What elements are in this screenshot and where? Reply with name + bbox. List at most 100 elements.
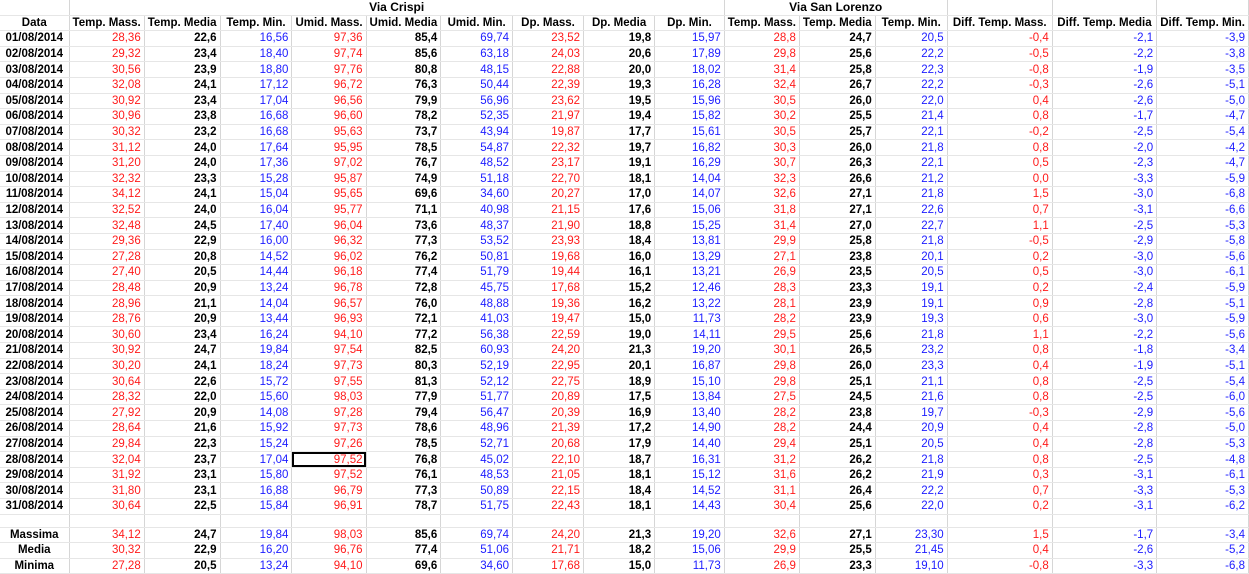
date-cell[interactable]: 08/08/2014 bbox=[0, 139, 70, 156]
value-cell[interactable]: 13,44 bbox=[220, 311, 293, 328]
value-cell[interactable]: 18,9 bbox=[583, 373, 656, 390]
value-cell[interactable]: -2,4 bbox=[1052, 280, 1158, 297]
value-cell[interactable]: 22,5 bbox=[144, 498, 221, 515]
date-cell[interactable]: 14/08/2014 bbox=[0, 233, 70, 250]
value-cell[interactable]: 30,1 bbox=[724, 342, 800, 359]
value-cell[interactable]: 23,5 bbox=[799, 264, 876, 281]
value-cell[interactable]: -2,5 bbox=[1052, 124, 1158, 141]
value-cell[interactable]: -3,1 bbox=[1052, 498, 1158, 515]
value-cell[interactable]: -2,8 bbox=[1052, 295, 1158, 312]
summary-cell[interactable]: 13,24 bbox=[220, 558, 293, 574]
value-cell[interactable]: 16,24 bbox=[220, 326, 293, 344]
value-cell[interactable]: 97,26 bbox=[291, 436, 367, 453]
value-cell[interactable]: 19,3 bbox=[875, 311, 948, 328]
value-cell[interactable]: 0,2 bbox=[947, 280, 1053, 297]
column-header[interactable]: Temp. Min. bbox=[220, 15, 293, 32]
value-cell[interactable]: 20,68 bbox=[512, 436, 585, 453]
value-cell[interactable]: 23,9 bbox=[799, 295, 876, 312]
value-cell[interactable]: 0,5 bbox=[947, 264, 1053, 281]
value-cell[interactable]: 24,5 bbox=[799, 389, 876, 406]
column-header[interactable]: Dp. Mass. bbox=[512, 15, 585, 32]
value-cell[interactable]: 23,8 bbox=[799, 249, 876, 266]
value-cell[interactable]: -2,2 bbox=[1052, 46, 1158, 63]
empty-cell[interactable] bbox=[947, 514, 1053, 528]
cell[interactable] bbox=[947, 0, 1053, 16]
empty-cell[interactable] bbox=[1156, 514, 1249, 528]
value-cell[interactable]: 15,61 bbox=[654, 124, 725, 141]
value-cell[interactable]: 82,5 bbox=[366, 342, 442, 359]
date-cell[interactable]: 06/08/2014 bbox=[0, 108, 70, 125]
value-cell[interactable]: 22,2 bbox=[875, 482, 948, 499]
value-cell[interactable]: 29,4 bbox=[724, 436, 800, 453]
value-cell[interactable]: 31,12 bbox=[69, 139, 145, 156]
value-cell[interactable]: 52,35 bbox=[440, 108, 514, 125]
value-cell[interactable]: -3,3 bbox=[1052, 171, 1158, 188]
value-cell[interactable]: 16,82 bbox=[654, 139, 725, 156]
value-cell[interactable]: 16,0 bbox=[583, 249, 656, 266]
value-cell[interactable]: 96,32 bbox=[291, 233, 367, 250]
value-cell[interactable]: 0,2 bbox=[947, 249, 1053, 266]
value-cell[interactable]: 23,62 bbox=[512, 93, 585, 110]
column-header[interactable]: Umid. Media bbox=[366, 15, 442, 32]
value-cell[interactable]: 20,9 bbox=[875, 420, 948, 437]
value-cell[interactable]: 24,03 bbox=[512, 46, 585, 63]
value-cell[interactable]: -0,2 bbox=[947, 124, 1053, 141]
column-header[interactable]: Diff. Temp. Mass. bbox=[947, 15, 1053, 32]
value-cell[interactable]: 34,60 bbox=[440, 186, 514, 203]
value-cell[interactable]: 28,3 bbox=[724, 280, 800, 297]
value-cell[interactable]: 17,04 bbox=[220, 93, 293, 110]
value-cell[interactable]: 23,9 bbox=[799, 311, 876, 328]
value-cell[interactable]: 74,9 bbox=[366, 171, 442, 188]
value-cell[interactable]: 19,0 bbox=[583, 326, 656, 344]
value-cell[interactable]: 32,32 bbox=[69, 171, 145, 188]
value-cell[interactable]: 21,8 bbox=[875, 139, 948, 156]
empty-cell[interactable] bbox=[144, 514, 221, 528]
value-cell[interactable]: 34,12 bbox=[69, 186, 145, 203]
value-cell[interactable]: 28,32 bbox=[69, 389, 145, 406]
value-cell[interactable]: 23,4 bbox=[144, 46, 221, 63]
value-cell[interactable]: 77,2 bbox=[366, 326, 442, 344]
value-cell[interactable]: 32,4 bbox=[724, 77, 800, 94]
summary-cell[interactable]: -3,3 bbox=[1052, 558, 1158, 574]
value-cell[interactable]: 24,5 bbox=[144, 217, 221, 234]
value-cell[interactable]: 25,6 bbox=[799, 326, 876, 344]
value-cell[interactable]: 78,2 bbox=[366, 108, 442, 125]
value-cell[interactable]: 24,4 bbox=[799, 420, 876, 437]
value-cell[interactable]: 0,8 bbox=[947, 342, 1053, 359]
value-cell[interactable]: 48,96 bbox=[440, 420, 514, 437]
value-cell[interactable]: 15,2 bbox=[583, 280, 656, 297]
value-cell[interactable]: 23,52 bbox=[512, 30, 585, 47]
value-cell[interactable]: 22,0 bbox=[875, 498, 948, 515]
value-cell[interactable]: 76,7 bbox=[366, 155, 442, 172]
value-cell[interactable]: 15,97 bbox=[654, 30, 725, 47]
value-cell[interactable]: 26,6 bbox=[799, 171, 876, 188]
column-header[interactable]: Diff. Temp. Min. bbox=[1156, 15, 1249, 32]
value-cell[interactable]: 50,89 bbox=[440, 482, 514, 499]
value-cell[interactable]: 85,6 bbox=[366, 46, 442, 63]
value-cell[interactable]: -1,7 bbox=[1052, 108, 1158, 125]
value-cell[interactable]: 16,04 bbox=[220, 202, 293, 219]
value-cell[interactable]: 28,36 bbox=[69, 30, 145, 47]
date-cell[interactable]: 23/08/2014 bbox=[0, 373, 70, 390]
value-cell[interactable]: 95,65 bbox=[291, 186, 367, 203]
value-cell[interactable]: 28,64 bbox=[69, 420, 145, 437]
value-cell[interactable]: -2,0 bbox=[1052, 139, 1158, 156]
value-cell[interactable]: -6,1 bbox=[1156, 467, 1249, 484]
value-cell[interactable]: 18,02 bbox=[654, 61, 725, 78]
value-cell[interactable]: 19,8 bbox=[583, 30, 656, 47]
value-cell[interactable]: 24,20 bbox=[512, 342, 585, 359]
value-cell[interactable]: 15,60 bbox=[220, 389, 293, 406]
value-cell[interactable]: 96,18 bbox=[291, 264, 367, 281]
value-cell[interactable]: 56,47 bbox=[440, 404, 514, 422]
value-cell[interactable]: 21,3 bbox=[583, 342, 656, 359]
value-cell[interactable]: -3,0 bbox=[1052, 311, 1158, 328]
value-cell[interactable]: 52,19 bbox=[440, 358, 514, 375]
value-cell[interactable]: 78,5 bbox=[366, 436, 442, 453]
value-cell[interactable]: 17,12 bbox=[220, 77, 293, 94]
value-cell[interactable]: 19,87 bbox=[512, 124, 585, 141]
value-cell[interactable]: 22,9 bbox=[144, 233, 221, 250]
value-cell[interactable]: 72,1 bbox=[366, 311, 442, 328]
value-cell[interactable]: 16,31 bbox=[654, 451, 725, 468]
date-cell[interactable]: 29/08/2014 bbox=[0, 467, 70, 484]
value-cell[interactable]: -3,0 bbox=[1052, 264, 1158, 281]
